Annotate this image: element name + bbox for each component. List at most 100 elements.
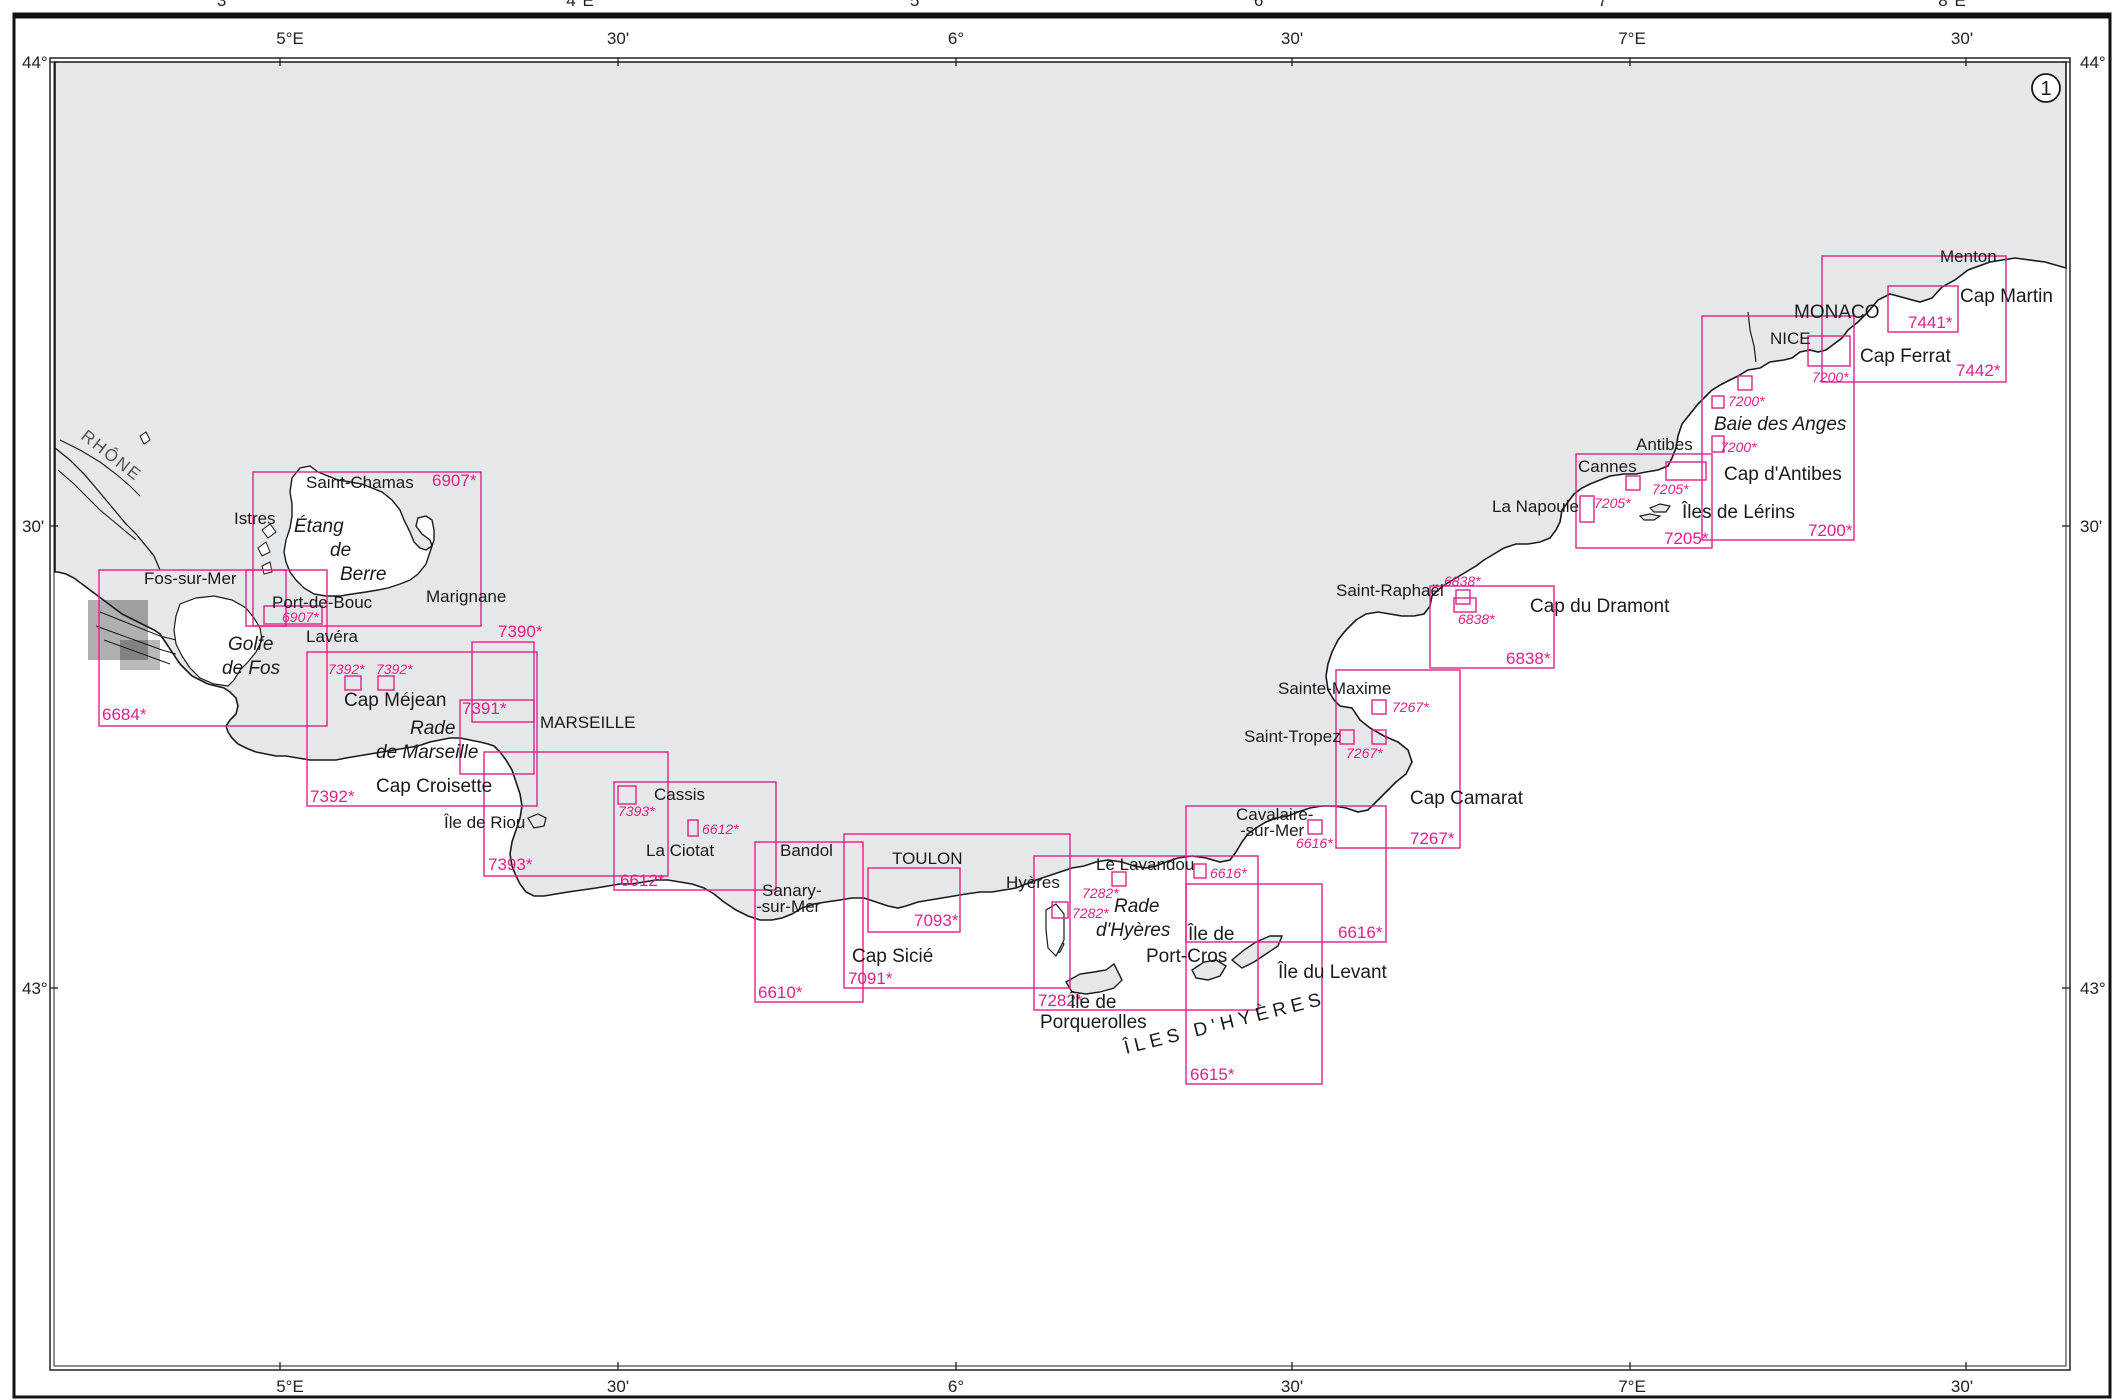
chart-number: 6684* bbox=[102, 705, 147, 724]
chart-number: 6907* bbox=[282, 609, 319, 625]
chart-number: 7205* bbox=[1652, 481, 1689, 497]
place-label: Cap Ferrat bbox=[1860, 346, 1952, 367]
lat-label: 30' bbox=[2080, 517, 2102, 536]
place-label: Cannes bbox=[1578, 457, 1637, 476]
lat-label: 43° bbox=[22, 979, 48, 998]
chart-number: 7282* bbox=[1072, 905, 1109, 921]
place-label: NICE bbox=[1770, 329, 1811, 348]
place-label: Cap Camarat bbox=[1410, 788, 1524, 809]
svg-text:1: 1 bbox=[2040, 78, 2051, 100]
chart-number: 7282* bbox=[1038, 991, 1083, 1010]
place-label: Cavalaire- bbox=[1236, 805, 1313, 824]
chart-number: 7391* bbox=[462, 699, 507, 718]
left-latitude-labels: 44° 30' 43° bbox=[22, 53, 48, 998]
place-label: Étang bbox=[294, 516, 344, 537]
chart-number: 6612* bbox=[620, 871, 665, 890]
ile-de-porquerolles bbox=[1065, 962, 1123, 995]
top-edge-label: 7° bbox=[1598, 0, 1614, 10]
chart-number: 6838* bbox=[1506, 649, 1551, 668]
place-label: -sur-Mer bbox=[1240, 821, 1305, 840]
place-label: Cap Croisette bbox=[376, 776, 492, 797]
chart-number: 7267* bbox=[1346, 745, 1383, 761]
chart-7282-outline bbox=[1033, 855, 1259, 1011]
top-edge-label: 5° bbox=[910, 0, 926, 10]
chart-number: 7282* bbox=[1082, 885, 1119, 901]
lat-label: 30' bbox=[22, 517, 44, 536]
chart-number: 7205* bbox=[1594, 495, 1631, 511]
place-label: Cap Méjean bbox=[344, 690, 446, 711]
chart-6610-outline bbox=[754, 841, 864, 1003]
place-label: MARSEILLE bbox=[540, 713, 635, 732]
chart-7093-outline bbox=[867, 867, 961, 933]
place-label: Rade bbox=[410, 718, 455, 739]
place-label: Sainte-Maxime bbox=[1278, 679, 1391, 698]
chart-number: 6610* bbox=[758, 983, 803, 1002]
place-label: Bandol bbox=[780, 841, 833, 860]
chart-number: 7393* bbox=[618, 803, 655, 819]
place-label: Golfe bbox=[228, 634, 273, 655]
chart-6838-outline bbox=[1429, 585, 1555, 669]
lat-label: 44° bbox=[22, 53, 48, 72]
place-label: Le Lavandou bbox=[1096, 855, 1194, 874]
place-label: Porquerolles bbox=[1040, 1012, 1147, 1033]
chart-7441-outline bbox=[1887, 285, 1959, 333]
chart-number: 7392* bbox=[310, 787, 355, 806]
place-label: de Marseille bbox=[376, 742, 478, 763]
chart-number: 6616* bbox=[1210, 865, 1247, 881]
place-label: Cassis bbox=[654, 785, 705, 804]
chart-number: 7390* bbox=[498, 622, 543, 641]
chart-7392-outline bbox=[306, 651, 538, 807]
lon-label: 6° bbox=[948, 29, 964, 48]
place-label: Fos-sur-Mer bbox=[144, 569, 237, 588]
top-edge-label: 6° bbox=[1254, 0, 1270, 10]
lon-label: 7°E bbox=[1618, 1377, 1646, 1396]
chart-7200-outline bbox=[1701, 315, 1855, 541]
chart-6907-outline bbox=[252, 471, 482, 627]
chart-number: 6907* bbox=[432, 471, 477, 490]
chart-6616-outline bbox=[1185, 805, 1387, 943]
place-label: Saint-Tropez bbox=[1244, 727, 1341, 746]
place-label: La Napoule bbox=[1492, 497, 1579, 516]
chart-number: 6612* bbox=[702, 821, 739, 837]
chart-6684-outline bbox=[98, 569, 328, 727]
place-label: de Fos bbox=[222, 658, 281, 679]
chart-6612-outline bbox=[613, 781, 777, 891]
top-edge-label: 4°E bbox=[566, 0, 594, 10]
land-mass bbox=[54, 61, 2067, 921]
chart-7442-outline bbox=[1821, 255, 2007, 383]
place-label: Saint-Chamas bbox=[306, 473, 414, 492]
chart-coverage-rectangles bbox=[98, 255, 2007, 1085]
top-edge-labels: 3° 4°E 5° 6° 7° 8°E bbox=[217, 0, 1966, 10]
lon-label: 30' bbox=[607, 1377, 629, 1396]
chart-number: 7091* bbox=[848, 969, 893, 988]
chart-7393-outline bbox=[483, 751, 669, 877]
place-label: Îles de Lérins bbox=[1681, 501, 1795, 523]
place-label: Rade bbox=[1114, 896, 1159, 917]
etang-de-berre bbox=[283, 465, 435, 597]
lon-label: 5°E bbox=[276, 1377, 304, 1396]
place-label: -sur-Mer bbox=[756, 897, 821, 916]
place-label: Île de bbox=[1187, 923, 1234, 945]
chart-number: 7267* bbox=[1410, 829, 1455, 848]
place-label: Menton bbox=[1940, 247, 1997, 266]
lon-label: 30' bbox=[1281, 29, 1303, 48]
chart-number: 7392* bbox=[328, 661, 365, 677]
chart-7205-outline bbox=[1575, 453, 1713, 549]
place-label: Île de bbox=[1069, 991, 1116, 1013]
chart-7267-outline bbox=[1335, 669, 1461, 849]
lon-label: 30' bbox=[607, 29, 629, 48]
place-label: d'Hyères bbox=[1096, 920, 1171, 941]
bottom-longitude-labels: 5°E 30' 6° 30' 7°E 30' bbox=[276, 1377, 1973, 1396]
lon-label: 6° bbox=[948, 1377, 964, 1396]
ile-du-levant bbox=[1230, 935, 1284, 969]
sheet-frame bbox=[12, 12, 2112, 1399]
chart-number: 7200* bbox=[1720, 439, 1757, 455]
place-label: Lavéra bbox=[306, 627, 359, 646]
chart-number: 6615* bbox=[1190, 1065, 1235, 1084]
sheet-number-badge: 1 bbox=[2031, 73, 2061, 103]
top-longitude-labels: 5°E 30' 6° 30' 7°E 30' bbox=[276, 29, 1973, 48]
place-label: Baie des Anges bbox=[1714, 414, 1847, 435]
place-label: Saint-Raphaël bbox=[1336, 581, 1444, 600]
place-label: Cap Martin bbox=[1960, 286, 2053, 307]
